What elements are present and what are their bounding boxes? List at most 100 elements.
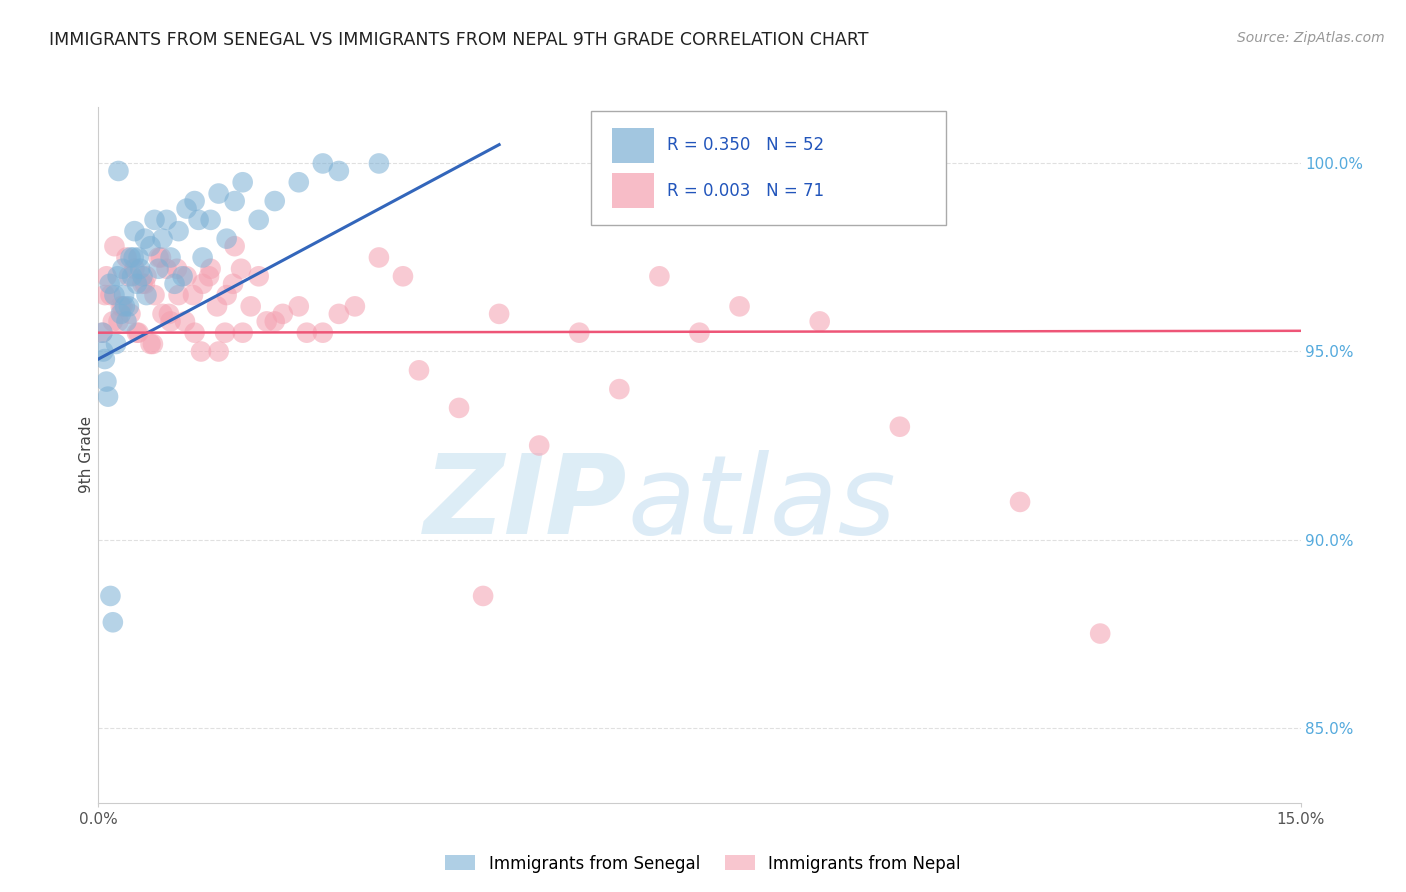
Point: [131, 277, 153, 291]
Point: [115, 314, 138, 328]
Point: [408, 363, 430, 377]
Point: [167, 224, 190, 238]
Text: Source: ZipAtlas.com: Source: ZipAtlas.com: [1237, 31, 1385, 45]
Point: [808, 314, 831, 328]
Point: [148, 251, 170, 265]
Point: [488, 307, 510, 321]
Point: [149, 251, 172, 265]
Point: [114, 299, 136, 313]
Point: [183, 326, 205, 340]
Point: [295, 326, 318, 340]
Point: [222, 277, 245, 291]
Point: [124, 261, 146, 276]
Point: [98, 277, 121, 291]
Point: [247, 212, 270, 227]
Point: [648, 269, 671, 284]
Point: [135, 288, 157, 302]
Point: [139, 337, 162, 351]
Point: [118, 269, 141, 284]
Point: [198, 269, 221, 284]
Point: [142, 337, 165, 351]
Point: [143, 212, 166, 227]
Text: atlas: atlas: [627, 450, 896, 558]
Point: [134, 277, 156, 291]
Point: [229, 261, 252, 276]
Point: [91, 344, 114, 359]
Point: [159, 251, 181, 265]
Point: [155, 212, 177, 227]
Point: [100, 589, 122, 603]
Point: [328, 164, 350, 178]
Point: [214, 326, 236, 340]
Point: [447, 401, 470, 415]
Point: [239, 299, 262, 313]
Point: [368, 156, 391, 170]
Point: [224, 239, 246, 253]
Point: [200, 212, 222, 227]
Point: [247, 269, 270, 284]
Point: [190, 344, 212, 359]
Point: [96, 269, 118, 284]
Legend: Immigrants from Senegal, Immigrants from Nepal: Immigrants from Senegal, Immigrants from…: [439, 848, 967, 880]
Point: [343, 299, 366, 313]
Point: [101, 615, 124, 630]
Point: [163, 277, 186, 291]
Point: [143, 288, 166, 302]
Point: [205, 299, 228, 313]
Point: [148, 261, 170, 276]
Point: [103, 239, 125, 253]
Point: [121, 269, 143, 284]
Point: [96, 375, 118, 389]
Point: [328, 307, 350, 321]
Point: [529, 438, 551, 452]
Point: [91, 326, 114, 340]
Point: [215, 232, 238, 246]
Point: [94, 288, 117, 302]
Point: [568, 326, 591, 340]
Point: [167, 288, 190, 302]
FancyBboxPatch shape: [592, 111, 946, 226]
Point: [1010, 495, 1032, 509]
Bar: [612, 173, 654, 208]
Point: [131, 269, 153, 284]
Point: [472, 589, 495, 603]
Point: [94, 351, 117, 366]
Point: [129, 261, 152, 276]
Point: [157, 307, 180, 321]
Point: [191, 277, 214, 291]
Point: [152, 307, 174, 321]
Point: [368, 251, 391, 265]
Point: [263, 194, 285, 208]
Text: R = 0.003   N = 71: R = 0.003 N = 71: [666, 182, 824, 200]
Point: [124, 224, 146, 238]
Point: [97, 390, 120, 404]
Point: [101, 314, 124, 328]
Point: [134, 232, 156, 246]
Point: [256, 314, 278, 328]
Point: [232, 326, 254, 340]
Point: [1088, 626, 1111, 640]
Point: [392, 269, 415, 284]
Point: [172, 269, 194, 284]
Point: [128, 326, 150, 340]
Point: [609, 382, 631, 396]
Point: [111, 261, 134, 276]
Point: [181, 288, 204, 302]
Point: [889, 419, 911, 434]
Point: [91, 326, 114, 340]
Point: [111, 299, 134, 313]
Point: [107, 269, 129, 284]
Text: IMMIGRANTS FROM SENEGAL VS IMMIGRANTS FROM NEPAL 9TH GRADE CORRELATION CHART: IMMIGRANTS FROM SENEGAL VS IMMIGRANTS FR…: [49, 31, 869, 49]
Point: [125, 326, 148, 340]
Point: [166, 261, 188, 276]
Point: [105, 337, 128, 351]
Point: [100, 288, 122, 302]
Point: [215, 288, 238, 302]
Point: [112, 288, 135, 302]
Point: [271, 307, 294, 321]
Point: [312, 326, 335, 340]
Point: [191, 251, 214, 265]
Point: [200, 261, 222, 276]
Point: [110, 299, 132, 313]
Point: [135, 269, 157, 284]
